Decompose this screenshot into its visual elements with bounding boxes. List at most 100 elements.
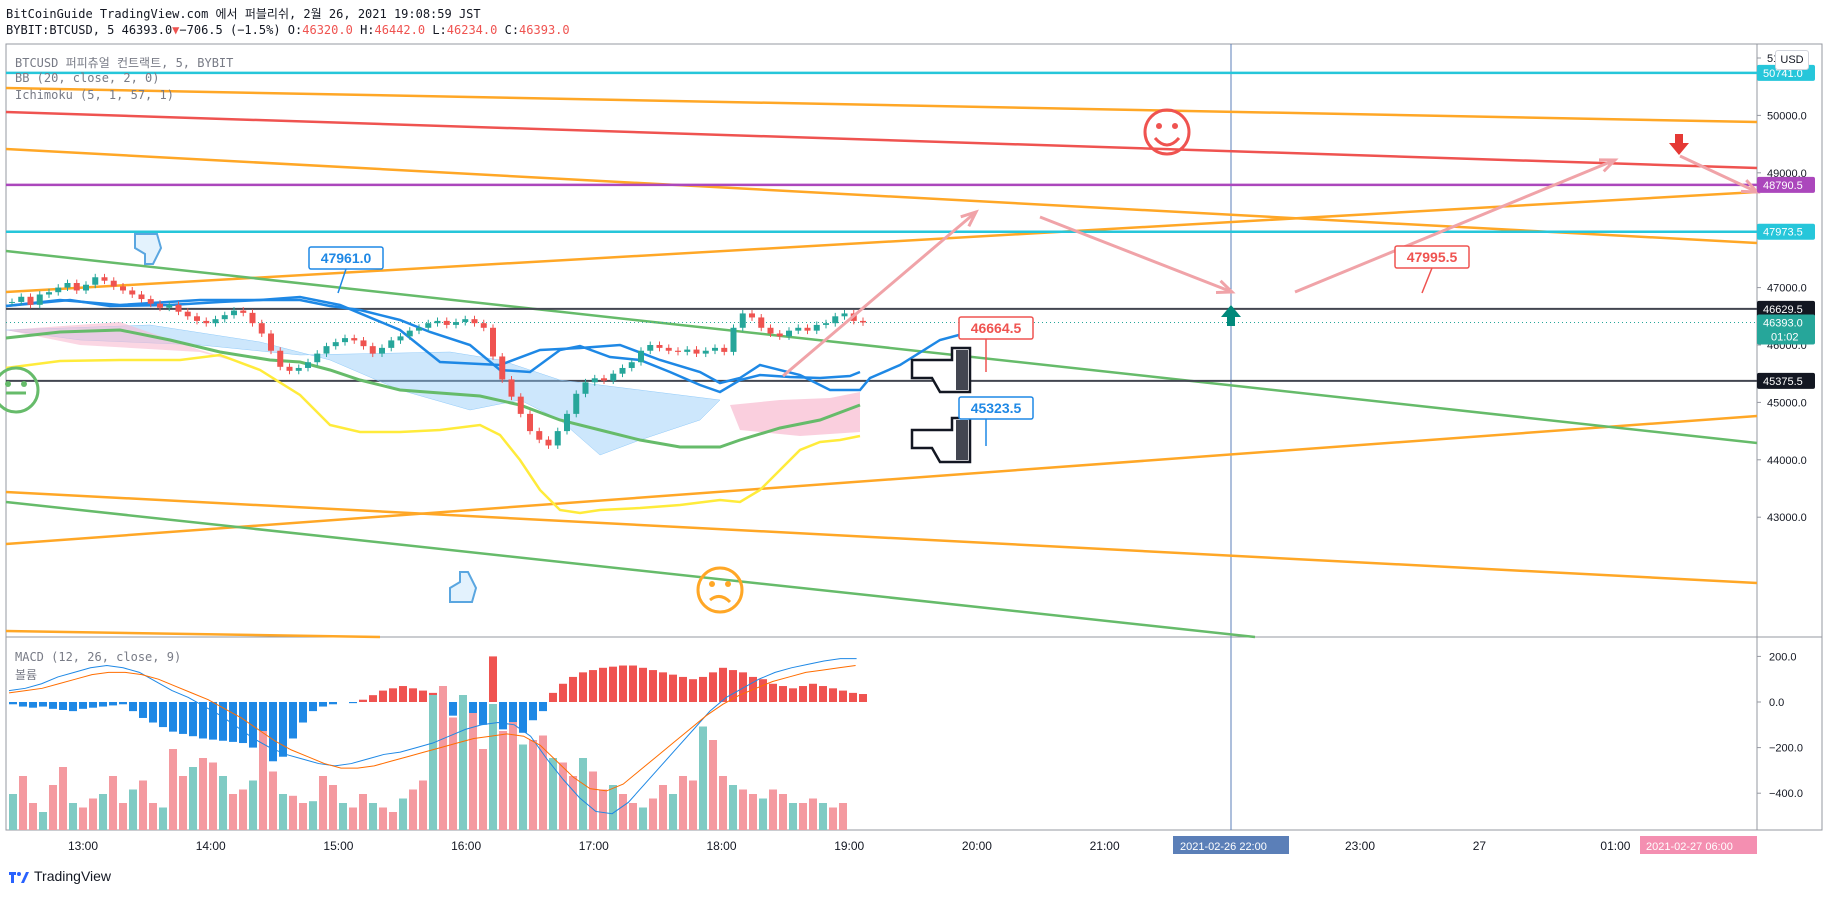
candle-body <box>767 327 774 334</box>
macd-histogram-bar <box>119 702 127 705</box>
candle-body <box>397 336 404 341</box>
y-tick-label: 50000.0 <box>1767 110 1807 122</box>
candle-body <box>101 277 108 281</box>
volume-bar <box>689 780 697 830</box>
forecast-arrow-head <box>960 209 979 227</box>
macd-histogram-bar <box>669 674 677 702</box>
candle-body <box>64 283 71 288</box>
macd-histogram-bar <box>469 702 477 723</box>
trend-line <box>5 110 1758 170</box>
macd-y-tick-label: −400.0 <box>1769 788 1803 800</box>
candle-body <box>27 296 34 305</box>
candle-body <box>166 304 173 308</box>
low-label: L: <box>432 23 447 37</box>
open-value: 46320.0 <box>302 23 353 37</box>
candle-body <box>804 327 811 331</box>
macd-histogram-bar <box>839 690 847 702</box>
volume-bar <box>39 812 47 830</box>
macd-histogram-bar <box>349 702 357 704</box>
close-value: 46393.0 <box>519 23 570 37</box>
trend-line <box>5 629 381 639</box>
candle-body <box>749 313 755 318</box>
macd-histogram-bar <box>219 702 227 741</box>
candle-body <box>638 350 644 363</box>
volume-bar <box>79 807 87 830</box>
close-label: C: <box>504 23 520 37</box>
legend-ichimoku[interactable]: Ichimoku (5, 1, 57, 1) <box>15 88 174 102</box>
price-note-label: 45323.5 <box>971 400 1022 416</box>
volume-bar <box>259 731 267 830</box>
time-badge-label: 2021-02-26 22:00 <box>1180 841 1267 853</box>
candle-body <box>554 431 561 446</box>
candle-body <box>490 327 496 357</box>
price-axis-label: 47973.5 <box>1763 227 1803 239</box>
candle-body <box>443 320 450 325</box>
x-tick-label: 19:00 <box>834 839 864 853</box>
hand-shape <box>910 346 972 394</box>
volume-bar <box>379 807 387 830</box>
symbol-ohlc-line: BYBIT:BTCUSD, 5 46393.0▼−706.5 (−1.5%) O… <box>6 23 570 37</box>
x-tick-label: 17:00 <box>579 839 609 853</box>
candle-body <box>406 330 413 337</box>
macd-histogram-bar <box>259 702 267 755</box>
candle-body <box>647 345 654 351</box>
candle-body <box>434 320 441 324</box>
hand-up-icon <box>134 233 163 265</box>
candle-body <box>471 319 478 324</box>
candle-body <box>388 340 395 348</box>
tradingview-brand[interactable]: TradingView <box>8 868 111 885</box>
macd-histogram-bar <box>419 690 427 702</box>
forecast-arrow-head <box>1215 279 1236 294</box>
macd-histogram-bar <box>539 702 547 712</box>
volume-bar <box>349 807 357 830</box>
macd-histogram-bar <box>289 702 297 739</box>
macd-histogram-bar <box>579 672 587 702</box>
volume-bar <box>249 780 257 830</box>
legend-symbol[interactable]: BTCUSD 퍼피츄얼 컨트랙트, 5, BYBIT <box>15 56 234 70</box>
macd-histogram-bar <box>639 667 647 702</box>
volume-bar <box>449 717 457 830</box>
candle-body <box>351 338 358 341</box>
volume-bar <box>479 749 487 830</box>
forecast-arrow <box>782 210 977 378</box>
note-leader <box>1421 267 1433 294</box>
macd-histogram-bar <box>389 688 397 702</box>
macd-histogram-bar <box>569 676 577 702</box>
candle-body <box>480 323 487 328</box>
volume-bar <box>729 785 737 830</box>
note-leader <box>337 268 347 294</box>
candle-body <box>610 373 617 381</box>
macd-histogram-bar <box>99 702 107 707</box>
volume-bar <box>299 803 307 830</box>
volume-bar <box>579 758 587 830</box>
legend-volume[interactable]: 볼륨 <box>15 668 38 682</box>
volume-bar <box>239 789 247 830</box>
face-eye <box>21 381 27 387</box>
y-tick-label: 44000.0 <box>1767 455 1807 467</box>
currency-button[interactable]: USD <box>1775 50 1809 70</box>
macd-histogram-bar <box>309 702 317 712</box>
candle-body <box>277 350 284 367</box>
volume-bar <box>209 762 217 830</box>
macd-histogram-bar <box>709 672 717 702</box>
candle-body <box>369 346 376 354</box>
forecast-arrow-head <box>1740 179 1761 194</box>
price-axis-label: 45375.5 <box>1763 376 1803 388</box>
price-axis-label: 46629.5 <box>1763 304 1803 316</box>
volume-bar <box>469 713 477 830</box>
macd-histogram-bar <box>559 683 567 702</box>
legend-macd[interactable]: MACD (12, 26, close, 9) <box>15 650 182 664</box>
legend-bb[interactable]: BB (20, close, 2, 0) <box>15 71 160 85</box>
macd-histogram-bar <box>769 683 777 702</box>
candle-body <box>92 277 99 285</box>
volume-bar <box>369 803 377 830</box>
volume-bar <box>739 789 747 830</box>
macd-histogram-bar <box>169 702 177 732</box>
candle-body <box>702 350 709 354</box>
macd-histogram-bar <box>409 688 417 702</box>
trend-line <box>5 190 1758 294</box>
trend-line <box>5 500 1256 639</box>
face-mouth <box>709 595 732 604</box>
macd-histogram-bar <box>659 672 667 702</box>
